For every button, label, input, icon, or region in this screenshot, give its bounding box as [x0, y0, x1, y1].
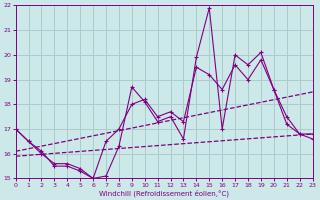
X-axis label: Windchill (Refroidissement éolien,°C): Windchill (Refroidissement éolien,°C): [99, 189, 229, 197]
